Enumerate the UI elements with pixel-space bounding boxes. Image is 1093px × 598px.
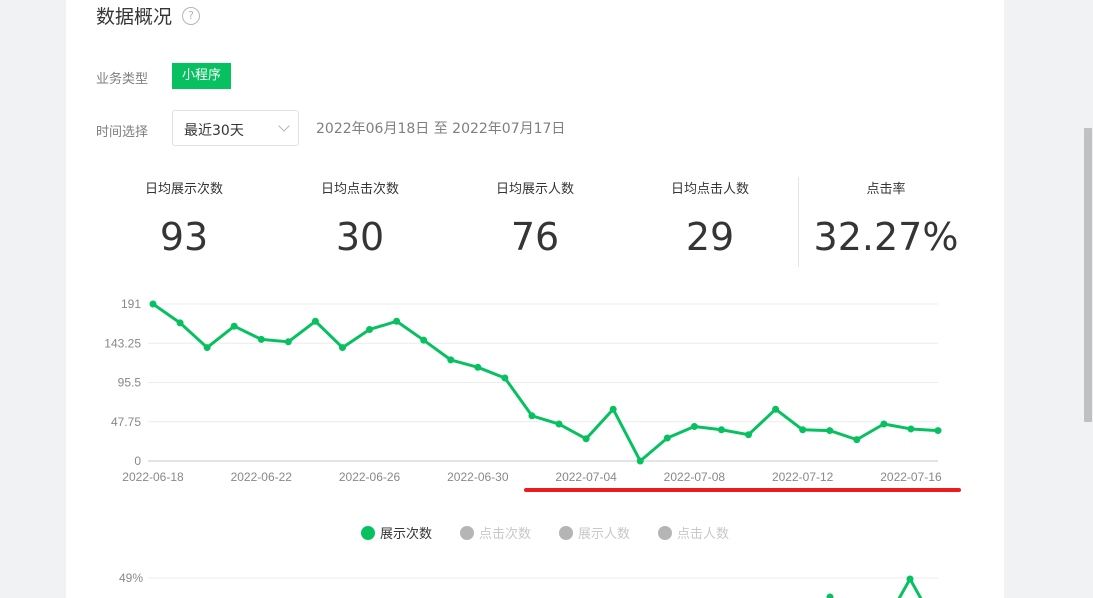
data-point — [149, 300, 157, 308]
legend-label: 点击人数 — [677, 527, 730, 542]
stat-click-rate: 点击率 32.27% — [801, 178, 971, 259]
click-rate-chart: 49% — [119, 571, 938, 598]
data-point — [528, 412, 536, 420]
y-tick-label: 143.25 — [104, 336, 141, 350]
impressions-line-chart: 191 143.25 95.5 47.75 0 2022-06-18 2022-06-22 2… — [104, 297, 942, 484]
data-point — [501, 374, 509, 382]
data-point — [907, 425, 915, 433]
y-tick-label: 49% — [119, 571, 143, 585]
stat-label: 日均点击人数 — [670, 182, 749, 197]
legend-item-impressions[interactable]: 展示次数 — [361, 523, 432, 542]
stat-daily-impression-users: 日均展示人数 76 — [450, 178, 620, 259]
y-tick-label: 0 — [134, 454, 141, 468]
data-point — [880, 420, 888, 428]
data-point — [311, 317, 319, 325]
legend-label: 点击次数 — [479, 527, 532, 542]
data-point — [663, 434, 671, 442]
data-point — [717, 426, 725, 434]
series-line — [152, 302, 939, 463]
legend-item-impression-users[interactable]: 展示人数 — [559, 523, 630, 542]
data-point — [420, 336, 428, 344]
y-tick-label: 95.5 — [118, 376, 142, 390]
legend-item-click-users[interactable]: 点击人数 — [658, 523, 729, 542]
red-annotation-underline — [524, 488, 961, 492]
data-point — [555, 420, 563, 428]
x-tick-label: 2022-07-12 — [772, 470, 834, 484]
data-point — [772, 405, 780, 413]
data-point — [230, 322, 238, 330]
legend-label: 展示人数 — [578, 527, 631, 542]
time-range-select[interactable]: 最近30天 — [172, 110, 299, 146]
page-title: 数据概况 — [96, 6, 173, 28]
x-tick-label: 2022-07-16 — [880, 470, 942, 484]
legend-dot — [559, 526, 573, 540]
data-point — [934, 427, 942, 435]
data-point — [474, 363, 482, 371]
stat-value: 29 — [685, 215, 735, 259]
legend-label: 展示次数 — [380, 527, 433, 542]
y-tick-label: 47.75 — [111, 415, 141, 429]
data-point — [853, 436, 861, 444]
data-point — [203, 344, 211, 352]
data-point — [745, 431, 753, 439]
stat-label: 点击率 — [866, 182, 906, 197]
chevron-down-icon — [278, 120, 290, 132]
data-point — [799, 426, 807, 434]
stats-divider — [798, 177, 799, 267]
data-point — [826, 593, 834, 598]
stat-label: 日均点击次数 — [320, 182, 399, 197]
data-point — [582, 435, 590, 443]
legend-dot — [658, 526, 672, 540]
scrollbar-thumb[interactable] — [1084, 128, 1092, 422]
y-tick-label: 191 — [121, 297, 141, 311]
scrollbar-track[interactable] — [1083, 0, 1093, 598]
stat-daily-click-users: 日均点击人数 29 — [625, 178, 795, 259]
legend-dot — [460, 526, 474, 540]
data-point — [826, 427, 834, 435]
legend-dot — [361, 526, 375, 540]
stat-value: 32.27% — [813, 215, 959, 259]
stat-value: 93 — [159, 215, 209, 259]
data-point — [906, 575, 914, 583]
data-point — [284, 338, 292, 346]
stat-label: 日均展示人数 — [495, 182, 574, 197]
data-point — [447, 356, 455, 364]
stat-value: 30 — [335, 215, 385, 259]
x-tick-label: 2022-06-26 — [339, 470, 401, 484]
x-tick-label: 2022-07-04 — [555, 470, 617, 484]
x-tick-label: 2022-06-18 — [122, 470, 184, 484]
data-point — [393, 317, 401, 325]
stat-daily-impressions: 日均展示次数 93 — [99, 178, 269, 259]
business-type-label: 业务类型 — [96, 72, 149, 87]
stat-daily-clicks: 日均点击次数 30 — [275, 178, 445, 259]
time-range-value: 最近30天 — [184, 123, 244, 139]
x-tick-label: 2022-07-08 — [664, 470, 726, 484]
legend-item-clicks[interactable]: 点击次数 — [460, 523, 531, 542]
overview-panel — [66, 0, 1004, 598]
data-point — [690, 422, 698, 430]
time-select-label: 时间选择 — [96, 125, 149, 140]
stat-label: 日均展示次数 — [144, 182, 223, 197]
data-point — [366, 325, 374, 333]
date-range-text: 2022年06月18日 至 2022年07月17日 — [316, 121, 566, 137]
data-point — [257, 335, 265, 343]
x-tick-label: 2022-06-22 — [231, 470, 293, 484]
business-type-tag[interactable]: 小程序 — [172, 63, 232, 89]
data-point — [609, 405, 617, 413]
data-point — [636, 457, 644, 465]
help-icon[interactable]: ? — [182, 7, 200, 25]
x-tick-label: 2022-06-30 — [447, 470, 509, 484]
data-point — [176, 319, 184, 327]
data-point — [338, 344, 346, 352]
stat-value: 76 — [510, 215, 560, 259]
